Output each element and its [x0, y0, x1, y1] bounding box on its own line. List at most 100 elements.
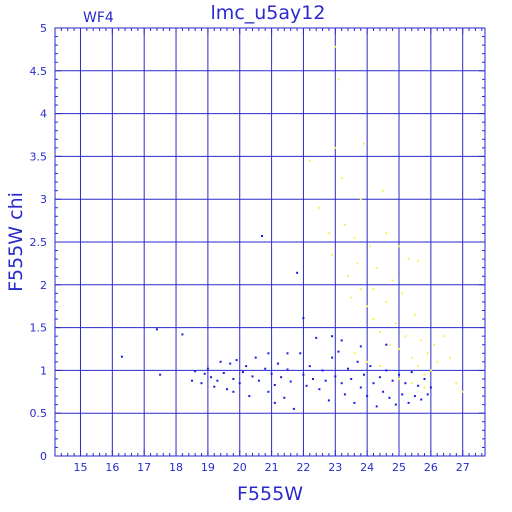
blue-data-point: [283, 396, 286, 399]
yellow-data-point: [350, 296, 353, 299]
yellow-data-point: [404, 335, 407, 338]
blue-data-point: [366, 395, 369, 398]
yellow-data-point: [353, 236, 356, 239]
yellow-data-point: [369, 245, 372, 248]
blue-data-point: [426, 393, 429, 396]
y-axis-label: F555W chi: [5, 192, 27, 292]
yellow-data-point: [353, 352, 356, 355]
blue-data-point: [331, 356, 334, 359]
yellow-data-point: [318, 206, 321, 209]
blue-data-point: [226, 388, 228, 391]
x-tick-label: 20: [233, 461, 247, 474]
x-axis-label: F555W: [237, 483, 303, 505]
blue-data-point: [302, 373, 305, 376]
x-tick-label: 22: [296, 461, 310, 474]
blue-data-point: [385, 369, 388, 372]
yellow-data-point: [461, 390, 464, 393]
blue-data-point: [251, 375, 254, 378]
yellow-data-point: [423, 373, 426, 376]
blue-data-point: [200, 382, 203, 385]
yellow-data-point: [410, 382, 413, 385]
blue-data-point: [353, 401, 356, 404]
blue-data-point: [413, 395, 416, 398]
yellow-data-point: [337, 78, 340, 81]
yellow-data-point: [359, 288, 362, 291]
blue-data-point: [120, 355, 123, 358]
blue-data-point: [206, 367, 209, 370]
blue-data-point: [213, 385, 216, 388]
blue-data-point: [375, 405, 378, 408]
blue-data-point: [203, 372, 206, 375]
blue-data-point: [245, 365, 248, 368]
blue-data-point: [261, 235, 263, 237]
y-tick-label: 2: [40, 279, 47, 292]
yellow-data-point: [394, 322, 397, 325]
yellow-data-point: [423, 386, 426, 389]
axis-ticks: [54, 27, 485, 457]
blue-data-point: [289, 380, 292, 383]
x-tick-label: 17: [137, 461, 151, 474]
x-tick-label: 27: [456, 461, 470, 474]
blue-data-point: [401, 393, 404, 396]
blue-data-point: [359, 345, 362, 348]
yellow-data-point: [417, 365, 420, 368]
x-tick-label: 21: [265, 461, 279, 474]
y-tick-label: 1: [40, 364, 47, 377]
blue-data-point: [273, 384, 276, 386]
yellow-data-point: [334, 45, 337, 48]
blue-data-point: [404, 382, 407, 385]
blue-data-point: [286, 368, 289, 371]
blue-data-point: [232, 378, 235, 380]
x-tick-label: 24: [360, 461, 374, 474]
y-tick-label: 5: [40, 22, 47, 35]
blue-data-point: [235, 359, 238, 362]
blue-data-point: [369, 365, 372, 368]
blue-data-point: [385, 343, 388, 346]
yellow-data-point: [398, 378, 400, 380]
yellow-data-point: [420, 339, 423, 342]
blue-data-point: [222, 372, 225, 374]
yellow-data-point: [363, 142, 365, 145]
x-tick-label: 18: [169, 461, 183, 474]
blue-data-point: [343, 393, 346, 396]
blue-data-point: [340, 339, 343, 342]
blue-data-point: [216, 379, 219, 382]
x-tick-label: 15: [73, 461, 87, 474]
x-tick-label: 23: [328, 461, 342, 474]
yellow-data-point: [385, 232, 388, 235]
blue-data-point: [394, 403, 397, 406]
blue-data-point: [273, 401, 276, 404]
yellow-data-point: [359, 198, 362, 201]
y-tick-label: 4: [40, 108, 47, 121]
blue-data-point: [372, 382, 375, 385]
blue-data-point: [210, 376, 213, 379]
blue-data-point: [267, 390, 270, 393]
yellow-data-point: [449, 356, 451, 359]
yellow-data-point: [391, 279, 394, 282]
blue-data-point: [312, 378, 314, 380]
yellow-data-point: [417, 259, 420, 262]
yellow-data-point: [388, 343, 391, 346]
blue-data-point: [299, 352, 302, 355]
x-tick-label: 16: [105, 461, 119, 474]
blue-data-point: [254, 356, 257, 359]
blue-data-point: [429, 386, 432, 389]
blue-data-point: [191, 379, 193, 382]
yellow-data-point: [347, 275, 349, 278]
blue-data-point: [305, 384, 308, 387]
y-tick-label: 4.5: [30, 65, 48, 78]
yellow-data-point: [372, 288, 375, 291]
blue-data-point: [423, 378, 426, 380]
blue-data-point: [356, 360, 359, 363]
blue-data-point: [324, 379, 327, 382]
blue-data-point: [264, 367, 267, 370]
blue-data-point: [334, 375, 337, 378]
yellow-data-point: [455, 382, 458, 385]
yellow-data-point: [385, 300, 388, 303]
yellow-data-point: [436, 360, 439, 363]
blue-data-point: [331, 335, 334, 338]
yellow-data-point: [372, 318, 375, 320]
yellow-data-point: [398, 348, 400, 350]
blue-data-point: [296, 271, 299, 274]
yellow-data-point: [378, 330, 381, 333]
